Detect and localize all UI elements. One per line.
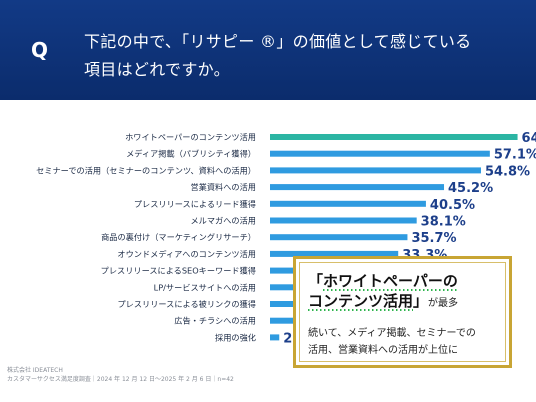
bar xyxy=(270,250,399,257)
q-mark: Q xyxy=(31,38,49,62)
value-label: 57.1% xyxy=(494,148,536,163)
callout-title: 「ホワイトペーパーの コンテンツ活用」が最多 xyxy=(308,271,458,314)
category-label: メディア掲載（パブリシティ獲得） xyxy=(126,149,256,159)
footer-company: 株式会社 IDEATECH xyxy=(7,367,63,374)
value-label: 45.2% xyxy=(448,181,493,196)
bar xyxy=(270,234,408,241)
bar xyxy=(270,167,481,174)
bar xyxy=(270,184,445,191)
callout-body: 続いて、メディア掲載、セミナーでの 活用、営業資料への活用が上位に xyxy=(308,325,504,359)
bar xyxy=(270,334,280,341)
category-label: 商品の裏付け（マーケティングリサーチ） xyxy=(101,232,256,242)
category-label: セミナーでの活用（セミナーのコンテンツ、資料への活用） xyxy=(36,165,256,175)
value-label: 38.1% xyxy=(421,215,466,230)
category-label: プレスリリースによる被リンクの獲得 xyxy=(117,299,256,309)
value-label: 64.3% xyxy=(522,131,536,146)
callout-inner-frame xyxy=(299,262,506,362)
category-label: メルマガへの活用 xyxy=(190,216,256,226)
bar xyxy=(270,217,417,224)
value-label: 40.5% xyxy=(430,198,475,213)
question-header: Q 下記の中で、「リサピー ®」の価値として感じている 項目はどれですか。 xyxy=(0,0,536,100)
callout-body-line-1: 続いて、メディア掲載、セミナーでの xyxy=(308,328,476,339)
question-line-2: 項目はどれですか。 xyxy=(84,60,230,79)
callout-title-suffix: が最多 xyxy=(428,298,459,309)
callout-body-line-2: 活用、営業資料への活用が上位に xyxy=(308,345,458,356)
bar xyxy=(270,134,518,140)
category-label: 営業資料への活用 xyxy=(190,182,256,192)
category-label: 広告・チラシへの活用 xyxy=(174,316,256,326)
value-label: 35.7% xyxy=(411,231,456,246)
category-label: プレスリリースによるSEOキーワード獲得 xyxy=(101,266,256,276)
value-label: 54.8% xyxy=(485,164,530,179)
callout-title-line-2: コンテンツ活用 xyxy=(308,292,414,311)
bar xyxy=(270,317,316,324)
category-label: LP/サービスサイトへの活用 xyxy=(154,282,256,292)
question-line-1: 下記の中で、「リサピー ®」の価値として感じている xyxy=(84,32,472,51)
callout-title-line-1: ホワイトペーパーの xyxy=(323,272,458,291)
category-label: プレスリリースによるリード獲得 xyxy=(134,199,256,209)
category-label: オウンドメディアへのコンテンツ活用 xyxy=(117,249,256,259)
category-label: 採用の強化 xyxy=(215,332,256,342)
callout-close-bracket: 」 xyxy=(413,292,429,310)
highlight-callout: 「ホワイトペーパーの コンテンツ活用」が最多 続いて、メディア掲載、セミナーでの… xyxy=(293,256,512,368)
category-label: ホワイトペーパーのコンテンツ活用 xyxy=(125,132,256,142)
bar xyxy=(270,200,426,207)
footer-survey: カスタマーサクセス満足度調査｜2024 年 12 月 12 日〜2025 年 2… xyxy=(7,376,234,383)
question-text: 下記の中で、「リサピー ®」の価値として感じている 項目はどれですか。 xyxy=(84,28,514,84)
source-footer: 株式会社 IDEATECH カスタマーサクセス満足度調査｜2024 年 12 月… xyxy=(7,366,234,384)
callout-open-bracket: 「 xyxy=(308,272,324,290)
bar xyxy=(270,150,490,157)
